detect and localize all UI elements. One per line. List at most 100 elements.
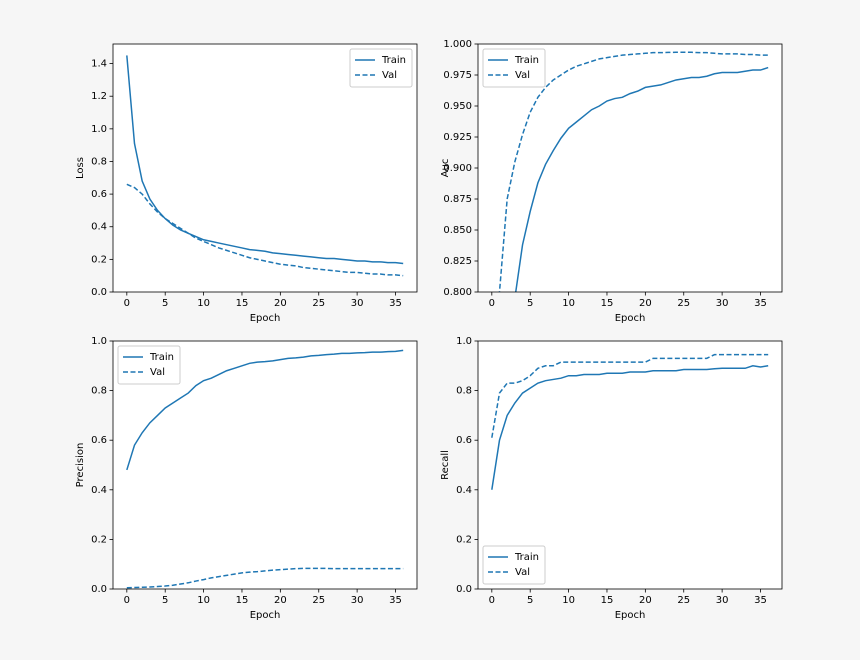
y-axis-label: Recall <box>440 450 451 480</box>
y-tick-label: 0.925 <box>443 132 472 143</box>
y-tick-label: 1.4 <box>91 59 107 70</box>
x-tick-label: 15 <box>236 298 249 309</box>
x-tick-label: 15 <box>236 595 249 606</box>
y-tick-label: 0.825 <box>443 256 472 267</box>
x-tick-label: 20 <box>274 298 287 309</box>
x-tick-label: 25 <box>677 298 690 309</box>
subplot: 0 5 10 15 20 25 30 35 0.800 0.825 0.850 0.875 0.900 0… <box>440 39 783 324</box>
subplot: 0 5 10 15 20 25 30 35 0.0 0.2 0.4 0.6 0.8 1.0 Epoch Rec… <box>440 336 783 621</box>
subplot: 0 5 10 15 20 25 30 35 0.0 0.2 0.4 0.6 0.8 1.0 Epoch Pre… <box>75 336 418 621</box>
axes-frame <box>112 43 418 293</box>
series-line <box>126 567 404 589</box>
x-tick-label: 25 <box>677 595 690 606</box>
axes-frame <box>112 340 418 590</box>
legend: Train Val <box>482 545 546 585</box>
x-tick-label: 10 <box>562 298 575 309</box>
x-tick-label: 0 <box>124 298 130 309</box>
series-line <box>126 55 404 265</box>
x-tick-label: 20 <box>639 298 652 309</box>
series-line <box>491 365 769 490</box>
y-tick-label: 0.4 <box>91 485 107 496</box>
y-tick-label: 0.8 <box>91 156 107 167</box>
x-tick-label: 15 <box>601 298 614 309</box>
y-tick-label: 0.875 <box>443 194 472 205</box>
y-tick-label: 0.950 <box>443 101 472 112</box>
x-tick-label: 10 <box>197 298 210 309</box>
x-tick-label: 0 <box>489 595 495 606</box>
legend-label: Train <box>149 352 174 363</box>
y-tick-label: 0.2 <box>456 534 472 545</box>
y-tick-label: 0.6 <box>456 435 472 446</box>
y-tick-label: 0.0 <box>91 584 107 595</box>
legend-label: Val <box>515 70 530 81</box>
x-tick-label: 30 <box>351 298 364 309</box>
y-tick-label: 0.2 <box>91 534 107 545</box>
series-line <box>491 353 769 438</box>
x-tick-label: 5 <box>527 298 533 309</box>
y-tick-label: 1.0 <box>91 124 107 135</box>
x-tick-label: 30 <box>351 595 364 606</box>
x-axis-label: Epoch <box>250 610 281 621</box>
legend-box <box>117 345 181 385</box>
y-tick-label: 0.8 <box>91 386 107 397</box>
y-tick-label: 0.4 <box>456 485 472 496</box>
y-tick-label: 0.975 <box>443 70 472 81</box>
x-axis-label: Epoch <box>250 313 281 324</box>
legend-label: Val <box>515 567 530 578</box>
x-tick-label: 5 <box>162 298 168 309</box>
subplot: 0 5 10 15 20 25 30 35 0.0 0.2 0.4 0.6 0.8 1.0 1.2 1.4 Ep… <box>75 43 418 324</box>
x-tick-label: 0 <box>124 595 130 606</box>
x-axis-label: Epoch <box>615 610 646 621</box>
y-tick-label: 0.850 <box>443 225 472 236</box>
x-tick-label: 20 <box>639 595 652 606</box>
x-tick-label: 35 <box>754 595 767 606</box>
series-line <box>498 51 769 292</box>
x-tick-label: 30 <box>716 595 729 606</box>
x-tick-label: 20 <box>274 595 287 606</box>
x-tick-label: 10 <box>197 595 210 606</box>
y-tick-label: 0.4 <box>91 222 107 233</box>
legend-label: Val <box>382 70 397 81</box>
x-axis-label: Epoch <box>615 313 646 324</box>
legend-label: Val <box>150 367 165 378</box>
legend: Train Val <box>349 48 413 88</box>
y-tick-label: 1.2 <box>91 91 107 102</box>
y-tick-label: 0.0 <box>91 287 107 298</box>
axes-frame <box>477 340 783 590</box>
legend-box <box>482 48 546 88</box>
x-tick-label: 0 <box>489 298 495 309</box>
series-line <box>126 183 404 277</box>
x-tick-label: 5 <box>527 595 533 606</box>
legend-label: Train <box>514 552 539 563</box>
x-tick-label: 15 <box>601 595 614 606</box>
x-tick-label: 30 <box>716 298 729 309</box>
y-axis-label: Auc <box>440 159 451 178</box>
y-tick-label: 0.900 <box>443 163 472 174</box>
y-tick-label: 0.6 <box>91 435 107 446</box>
x-tick-label: 25 <box>312 298 325 309</box>
y-tick-label: 0.0 <box>456 584 472 595</box>
y-tick-label: 0.8 <box>456 386 472 397</box>
legend-label: Train <box>381 55 406 66</box>
y-tick-label: 0.2 <box>91 254 107 265</box>
legend-box <box>349 48 413 88</box>
y-tick-label: 1.0 <box>91 336 107 347</box>
x-tick-label: 10 <box>562 595 575 606</box>
x-tick-label: 35 <box>754 298 767 309</box>
legend-box <box>482 545 546 585</box>
legend: Train Val <box>482 48 546 88</box>
x-tick-label: 25 <box>312 595 325 606</box>
y-tick-label: 0.6 <box>91 189 107 200</box>
x-tick-label: 35 <box>389 298 402 309</box>
x-tick-label: 5 <box>162 595 168 606</box>
y-tick-label: 1.000 <box>443 39 472 50</box>
y-axis-label: Precision <box>75 443 86 488</box>
y-tick-label: 1.0 <box>456 336 472 347</box>
x-tick-label: 35 <box>389 595 402 606</box>
legend: Train Val <box>117 345 181 385</box>
series-line <box>126 349 404 471</box>
legend-label: Train <box>514 55 539 66</box>
y-axis-label: Loss <box>75 157 86 179</box>
series-line <box>514 66 769 292</box>
